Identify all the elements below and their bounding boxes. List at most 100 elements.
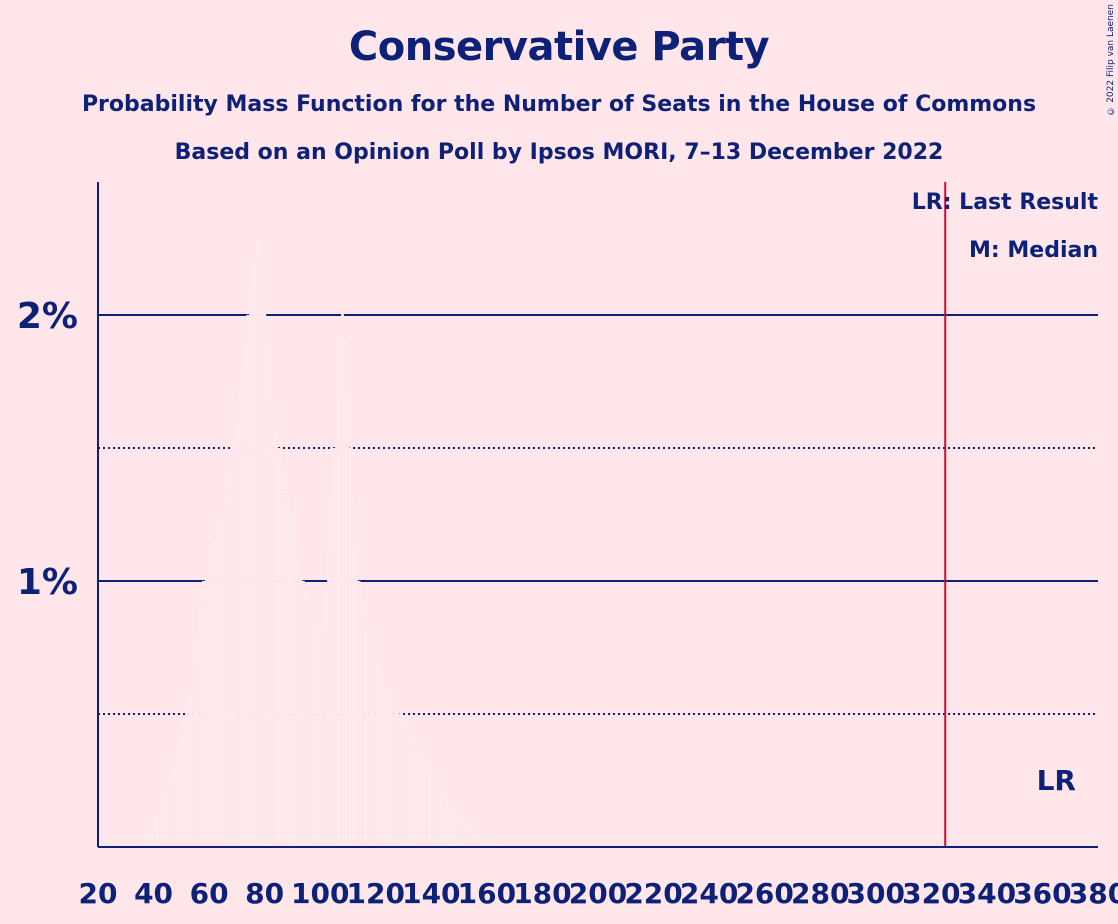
bar-seat-153 (465, 828, 470, 848)
x-tick-label-380: 380 (1069, 877, 1118, 910)
bar-seat-42 (157, 806, 161, 848)
legend-entry-1: M: Median (969, 238, 1098, 263)
bar-seat-124 (385, 687, 389, 848)
bar-seat-63 (215, 527, 220, 848)
bar-seat-139 (426, 766, 431, 848)
bar-seat-41 (154, 812, 159, 848)
bar-seat-115 (360, 601, 364, 848)
x-tick-label-200: 200 (569, 877, 627, 910)
bar-seat-148 (451, 814, 456, 848)
chart-title: Conservative Party (348, 24, 770, 70)
bar-seat-113 (354, 548, 359, 848)
bar-seat-72 (240, 367, 245, 848)
bar-seat-156 (474, 836, 478, 848)
y-tick-labels: 1% 2% (17, 296, 78, 603)
bar-seat-68 (229, 460, 234, 848)
bar-seat-141 (432, 777, 436, 848)
bar-seat-48 (174, 756, 178, 848)
bar-seat-93 (299, 575, 303, 848)
bar-seat-90 (290, 532, 295, 848)
bar-seat-35 (137, 841, 142, 848)
bar-seat-107 (337, 341, 342, 848)
x-tick-label-180: 180 (513, 877, 571, 910)
bar-seat-36 (140, 838, 145, 848)
bar-seat-38 (146, 830, 150, 848)
bar-seat-85 (276, 447, 281, 848)
bar-seat-74 (246, 314, 250, 848)
bar-seat-145 (443, 798, 447, 848)
bar-seat-147 (449, 809, 453, 848)
bar-seat-161 (487, 841, 492, 848)
bar-seat-119 (371, 644, 375, 848)
bar-seat-100 (318, 628, 322, 848)
bar-seat-127 (393, 700, 397, 848)
bar-seat-150 (457, 820, 461, 848)
bar-seat-159 (482, 838, 486, 848)
bar-seat-94 (301, 580, 306, 848)
bar-seat-146 (446, 804, 450, 848)
bar-seat-131 (404, 724, 409, 848)
last-result-group: LR (944, 182, 1076, 847)
bar-seat-44 (162, 793, 167, 848)
bar-seat-92 (296, 567, 300, 848)
bar-seat-108 (340, 301, 345, 848)
legend: LR: Last Result M: Median (912, 190, 1099, 263)
x-tick-label-260: 260 (735, 877, 793, 910)
bar-seat-50 (179, 734, 184, 848)
bar-seat-149 (454, 817, 459, 848)
bar-seat-46 (168, 777, 172, 848)
bar-seat-134 (412, 740, 417, 848)
bar-seat-98 (312, 617, 317, 848)
bar-seat-61 (210, 548, 214, 848)
bar-seat-160 (485, 841, 489, 848)
bar-seat-152 (462, 825, 467, 848)
bar-seat-95 (304, 586, 309, 848)
bar-seat-47 (171, 766, 175, 848)
bar-seat-37 (143, 833, 147, 848)
bar-seat-79 (260, 261, 264, 848)
bar-seat-157 (476, 836, 481, 848)
legend-entry-0: LR: Last Result (912, 190, 1099, 215)
bar-seat-52 (185, 713, 189, 848)
bar-seat-110 (346, 394, 350, 848)
x-tick-label-60: 60 (190, 877, 229, 910)
bar-seat-82 (268, 373, 272, 848)
x-tick-labels: 20 40 60 80 10012014016018020022024026028030… (79, 877, 1118, 910)
bar-seat-133 (410, 734, 414, 848)
x-tick-label-240: 240 (680, 877, 738, 910)
bar-seat-123 (382, 681, 386, 848)
bar-seat-104 (329, 500, 334, 848)
bar-seat-117 (365, 628, 370, 848)
bar-seat-45 (165, 785, 170, 848)
bar-seat-32 (129, 844, 134, 848)
bar-seat-126 (390, 697, 395, 848)
bar-seat-83 (271, 405, 275, 848)
x-tick-label-340: 340 (958, 877, 1016, 910)
chart-subtitle-1: Probability Mass Function for the Number… (81, 92, 1037, 117)
x-tick-label-280: 280 (791, 877, 849, 910)
x-tick-label-100: 100 (291, 877, 349, 910)
bar-seat-75 (249, 288, 253, 848)
bar-seat-102 (324, 591, 328, 848)
bar-seat-162 (490, 841, 495, 848)
bar-seat-132 (407, 729, 411, 848)
bar-seat-64 (218, 508, 222, 848)
bar-seat-144 (440, 793, 445, 848)
bar-seat-112 (351, 500, 356, 848)
bar-seat-55 (193, 660, 197, 848)
bar-seat-99 (315, 625, 320, 848)
bar-seat-137 (421, 756, 425, 848)
x-tick-label-80: 80 (245, 877, 284, 910)
y-tick-label-1: 2% (17, 296, 78, 337)
bar-seat-130 (401, 719, 406, 848)
bar-seat-51 (182, 724, 186, 848)
bar-seat-84 (274, 431, 278, 848)
bar-seat-43 (160, 798, 164, 848)
x-tick-label-160: 160 (458, 877, 516, 910)
bar-seat-125 (387, 692, 392, 848)
chart-subtitle-2: Based on an Opinion Poll by Ipsos MORI, … (174, 140, 944, 165)
bar-seat-49 (176, 745, 181, 848)
bar-seat-86 (279, 458, 284, 848)
x-tick-label-140: 140 (402, 877, 460, 910)
